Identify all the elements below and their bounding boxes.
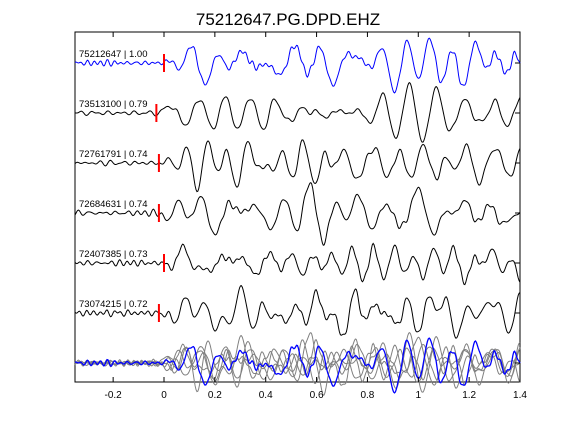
x-tick-label-3: 0.4 — [259, 390, 273, 401]
stack-overlay-trace-3 — [74, 331, 521, 396]
trace-waveform-4 — [74, 242, 521, 286]
trace-label-3: 72684631 | 0.74 — [79, 199, 148, 210]
trace-waveform-1 — [74, 81, 521, 143]
stack-overlay-trace-5 — [74, 335, 521, 389]
traces-layer: 75212647 | 1.00 73513100 | 0.79 72761791 |… — [74, 37, 521, 396]
trace-label-0: 75212647 | 1.00 — [79, 49, 148, 60]
stack-master-trace — [74, 337, 521, 394]
axes-frame — [74, 31, 521, 383]
trace-waveform-5 — [74, 285, 521, 339]
trace-label-1: 73513100 | 0.79 — [79, 99, 148, 110]
x-tick-label-0: -0.2 — [105, 390, 123, 401]
x-tick-label-6: 1 — [416, 390, 422, 401]
x-tick-label-8: 1.4 — [513, 390, 527, 401]
chart-title: 75212647.PG.DPD.EHZ — [196, 10, 380, 29]
ticks-layer: -0.2 0 0.2 0.4 0.6 0.8 1 1.2 1.4 — [105, 32, 527, 401]
trace-label-2: 72761791 | 0.74 — [79, 149, 148, 160]
x-tick-label-1: 0 — [161, 390, 167, 401]
x-tick-label-2: 0.2 — [208, 390, 222, 401]
trace-label-5: 73074215 | 0.72 — [79, 299, 148, 310]
trace-waveform-3 — [74, 181, 521, 246]
x-tick-label-4: 0.6 — [310, 390, 324, 401]
x-tick-label-5: 0.8 — [360, 390, 374, 401]
trace-label-4: 72407385 | 0.73 — [79, 249, 148, 260]
trace-waveform-0 — [74, 37, 521, 94]
trace-waveform-2 — [74, 139, 521, 193]
x-tick-label-7: 1.2 — [462, 390, 476, 401]
